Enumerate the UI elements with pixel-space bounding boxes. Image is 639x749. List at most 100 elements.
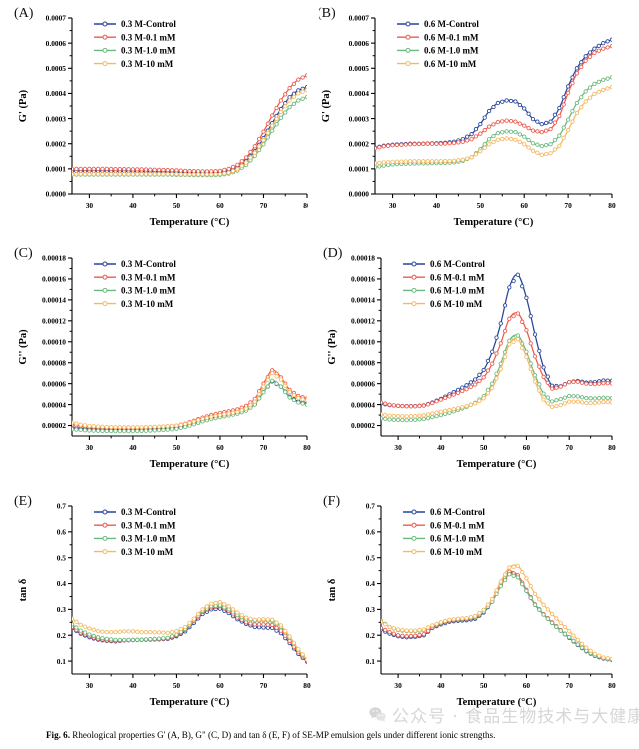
- svg-text:0.2: 0.2: [57, 631, 67, 640]
- svg-text:0.0005: 0.0005: [349, 64, 370, 73]
- svg-text:0.00006: 0.00006: [42, 379, 66, 388]
- svg-text:0.0007: 0.0007: [46, 14, 67, 23]
- svg-text:70: 70: [260, 201, 268, 210]
- svg-text:50: 50: [173, 681, 181, 690]
- svg-text:50: 50: [477, 201, 485, 210]
- svg-text:0.7: 0.7: [366, 502, 376, 511]
- svg-text:30: 30: [86, 681, 94, 690]
- svg-text:0.00006: 0.00006: [351, 379, 375, 388]
- svg-text:tan δ: tan δ: [18, 578, 29, 601]
- svg-text:G' (Pa): G' (Pa): [18, 89, 29, 122]
- svg-text:40: 40: [129, 201, 137, 210]
- svg-text:30: 30: [394, 681, 402, 690]
- svg-text:0.3: 0.3: [366, 605, 376, 614]
- panel-label-d: (D): [323, 246, 343, 261]
- svg-text:40: 40: [433, 201, 441, 210]
- svg-text:0.00012: 0.00012: [351, 317, 375, 326]
- svg-text:0.6 M-0.1 mM: 0.6 M-0.1 mM: [424, 32, 479, 42]
- svg-text:0.00018: 0.00018: [42, 254, 66, 263]
- svg-text:0.6 M-0.1 mM: 0.6 M-0.1 mM: [430, 520, 485, 530]
- svg-text:70: 70: [260, 681, 268, 690]
- svg-text:0.0001: 0.0001: [46, 165, 67, 174]
- svg-text:0.4: 0.4: [57, 579, 67, 588]
- svg-text:60: 60: [216, 681, 224, 690]
- svg-text:50: 50: [480, 681, 488, 690]
- svg-text:80: 80: [608, 681, 616, 690]
- svg-text:0.6 M-1.0 mM: 0.6 M-1.0 mM: [424, 46, 479, 56]
- svg-text:0.2: 0.2: [366, 631, 376, 640]
- svg-text:0.6 M-Control: 0.6 M-Control: [430, 507, 485, 517]
- svg-text:0.3 M-0.1 mM: 0.3 M-0.1 mM: [121, 32, 176, 42]
- svg-text:0.0007: 0.0007: [349, 14, 370, 23]
- svg-text:80: 80: [303, 681, 311, 690]
- svg-text:0.6 M-10 mM: 0.6 M-10 mM: [424, 59, 477, 69]
- svg-text:70: 70: [260, 443, 268, 452]
- svg-text:0.00014: 0.00014: [42, 296, 66, 305]
- svg-text:G'' (Pa): G'' (Pa): [18, 329, 29, 365]
- svg-text:0.6 M-10 mM: 0.6 M-10 mM: [430, 547, 483, 557]
- svg-text:40: 40: [129, 443, 137, 452]
- svg-text:0.0003: 0.0003: [46, 114, 67, 123]
- svg-text:Temperature (°C): Temperature (°C): [150, 217, 230, 228]
- svg-text:G' (Pa): G' (Pa): [321, 89, 332, 122]
- svg-text:0.4: 0.4: [366, 579, 376, 588]
- svg-text:0.0002: 0.0002: [349, 139, 370, 148]
- svg-text:60: 60: [216, 443, 224, 452]
- svg-text:0.0004: 0.0004: [46, 89, 67, 98]
- svg-text:0.00012: 0.00012: [42, 317, 66, 326]
- svg-text:0.6 M-10 mM: 0.6 M-10 mM: [430, 299, 483, 309]
- panel-b: 0.0000 0.0001 0.0002 0.0003 0.0004 0.0005 0.00…: [319, 0, 639, 240]
- svg-text:80: 80: [303, 443, 311, 452]
- svg-text:0.6: 0.6: [57, 528, 67, 537]
- svg-text:70: 70: [564, 201, 572, 210]
- figure-caption: Fig. 6. Rheological properties G' (A, B)…: [46, 729, 606, 741]
- svg-text:0.6: 0.6: [366, 528, 376, 537]
- panel-f: 0.1 0.2 0.3 0.4 0.5 0.6 0.7 30 40 50 60 70 80 0.6 M-C…: [319, 488, 639, 724]
- panel-a: 0.0000 0.0001 0.0002 0.0003 0.0004 0.0005 0.00…: [0, 0, 308, 240]
- svg-text:0.00002: 0.00002: [42, 421, 66, 430]
- svg-text:50: 50: [173, 443, 181, 452]
- panel-label-f: (F): [323, 494, 341, 509]
- svg-text:50: 50: [173, 201, 181, 210]
- svg-text:70: 70: [566, 443, 574, 452]
- svg-text:40: 40: [129, 681, 137, 690]
- svg-text:0.00004: 0.00004: [42, 400, 66, 409]
- svg-text:0.6 M-1.0 mM: 0.6 M-1.0 mM: [430, 286, 485, 296]
- svg-text:0.1: 0.1: [366, 657, 376, 666]
- caption-prefix: Fig. 6.: [46, 730, 70, 740]
- svg-text:40: 40: [437, 443, 445, 452]
- svg-text:30: 30: [86, 201, 94, 210]
- svg-text:Temperature (°C): Temperature (°C): [454, 217, 534, 228]
- svg-text:0.1: 0.1: [57, 657, 67, 666]
- svg-text:0.3: 0.3: [57, 605, 67, 614]
- svg-text:0.3 M-10 mM: 0.3 M-10 mM: [121, 547, 174, 557]
- svg-text:tan δ: tan δ: [327, 578, 338, 601]
- svg-text:0.0005: 0.0005: [46, 64, 67, 73]
- svg-text:G'' (Pa): G'' (Pa): [327, 329, 338, 365]
- svg-text:0.3 M-1.0 mM: 0.3 M-1.0 mM: [121, 286, 176, 296]
- svg-text:0.3 M-10 mM: 0.3 M-10 mM: [121, 299, 174, 309]
- svg-text:0.7: 0.7: [57, 502, 67, 511]
- svg-text:0.5: 0.5: [57, 553, 67, 562]
- svg-text:60: 60: [523, 443, 531, 452]
- svg-text:80: 80: [608, 443, 616, 452]
- svg-text:0.6 M-Control: 0.6 M-Control: [430, 259, 485, 269]
- svg-text:60: 60: [521, 201, 529, 210]
- panel-label-a: (A): [14, 6, 34, 21]
- svg-text:60: 60: [216, 201, 224, 210]
- panel-label-c: (C): [14, 246, 33, 261]
- svg-text:0.3 M-Control: 0.3 M-Control: [121, 19, 176, 29]
- svg-text:Temperature (°C): Temperature (°C): [457, 459, 537, 470]
- svg-text:30: 30: [389, 201, 397, 210]
- svg-text:0.0001: 0.0001: [349, 165, 370, 174]
- svg-text:0.6 M-1.0 mM: 0.6 M-1.0 mM: [430, 534, 485, 544]
- svg-text:0.6 M-Control: 0.6 M-Control: [424, 19, 479, 29]
- svg-text:0.0003: 0.0003: [349, 114, 370, 123]
- svg-text:70: 70: [566, 681, 574, 690]
- panel-label-b: (B): [319, 6, 336, 21]
- svg-text:0.00008: 0.00008: [42, 358, 66, 367]
- svg-text:0.00010: 0.00010: [351, 337, 375, 346]
- svg-text:0.0000: 0.0000: [349, 190, 370, 199]
- svg-text:0.3 M-10 mM: 0.3 M-10 mM: [121, 59, 174, 69]
